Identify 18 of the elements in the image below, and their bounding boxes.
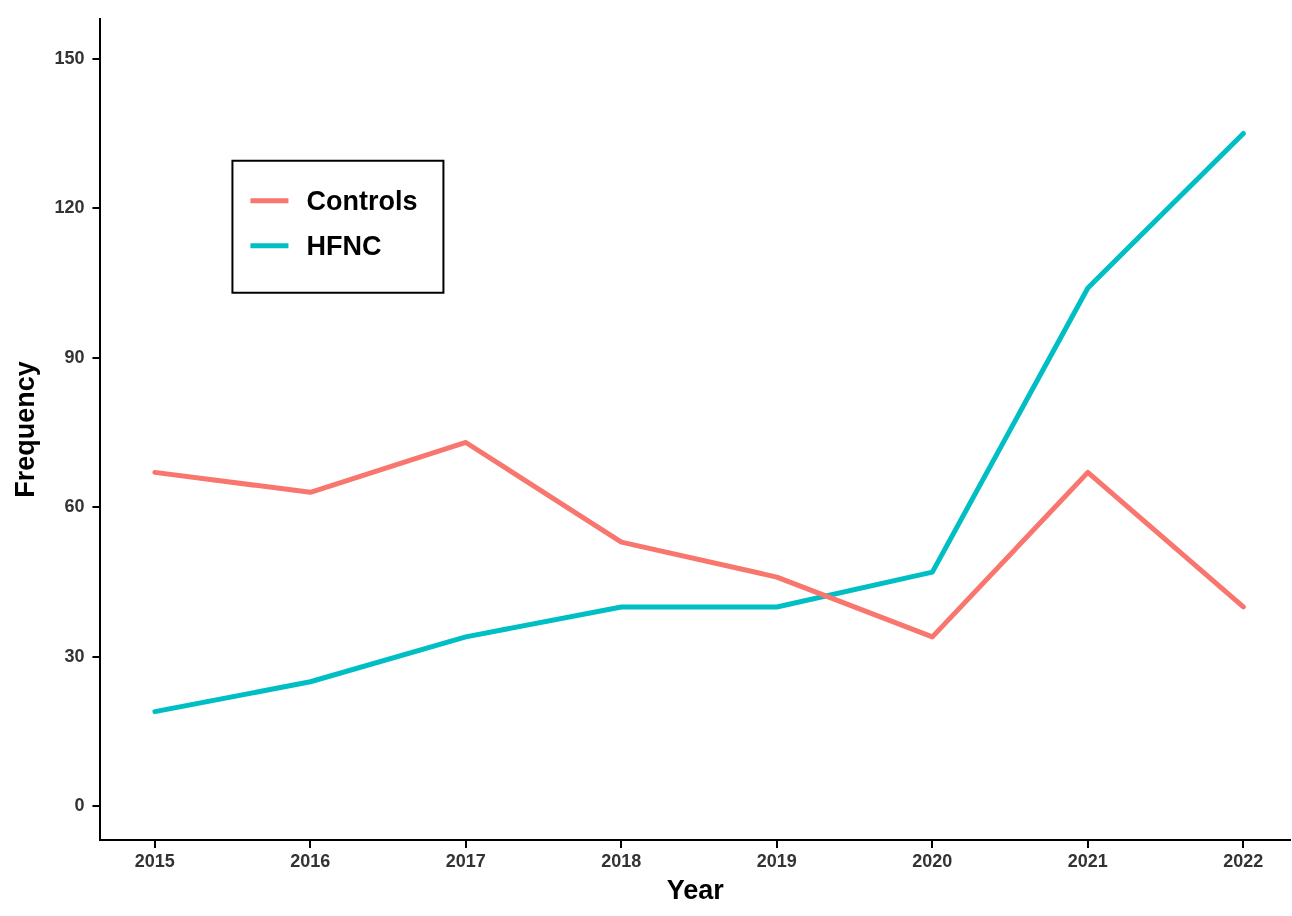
y-tick-label: 150 — [54, 47, 85, 68]
x-axis-title: Year — [666, 875, 725, 906]
x-tick-label: 2021 — [1067, 850, 1108, 871]
x-tick-label: 2022 — [1223, 850, 1264, 871]
y-tick-label: 60 — [64, 496, 85, 517]
y-tick-label: 30 — [64, 645, 85, 666]
y-axis-title: Frequency — [9, 361, 40, 498]
x-tick-label: 2017 — [445, 850, 486, 871]
legend-label: Controls — [306, 186, 418, 217]
x-tick-label: 2020 — [912, 850, 953, 871]
x-tick-label: 2019 — [756, 850, 797, 871]
x-tick-label: 2018 — [601, 850, 642, 871]
legend-label: HFNC — [306, 231, 382, 262]
y-tick-label: 90 — [64, 346, 85, 367]
x-tick-label: 2015 — [134, 850, 175, 871]
y-tick-label: 120 — [54, 197, 85, 218]
x-tick-label: 2016 — [290, 850, 331, 871]
y-tick-label: 0 — [74, 795, 85, 816]
